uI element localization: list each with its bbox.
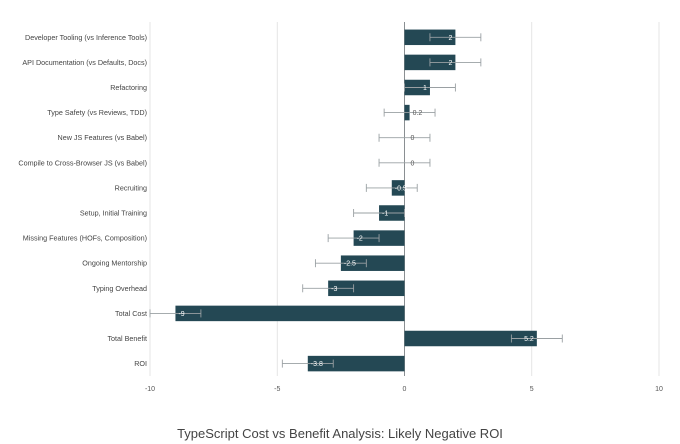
error-bar <box>383 108 436 117</box>
error-bars <box>149 33 563 368</box>
category-label: Total Cost <box>115 309 147 318</box>
category-label: API Documentation (vs Defaults, Docs) <box>22 58 147 67</box>
data-label: -2 <box>357 236 363 243</box>
data-label: 2 <box>448 60 452 67</box>
data-label: 0 <box>411 135 415 142</box>
bar <box>328 280 405 297</box>
data-label: -3 <box>331 286 337 293</box>
x-tick-label: 10 <box>655 386 663 393</box>
error-bar <box>327 234 380 243</box>
data-label: -9 <box>178 311 184 318</box>
error-bar <box>149 309 202 318</box>
category-label: Missing Features (HOFs, Composition) <box>23 234 147 243</box>
data-label: -2.5 <box>344 261 356 268</box>
error-bar <box>378 158 431 167</box>
error-bar <box>510 334 563 343</box>
error-bar <box>353 209 405 217</box>
error-bar <box>314 259 367 268</box>
error-bar <box>429 58 482 67</box>
data-label: -3.8 <box>311 361 323 368</box>
x-axis-tick-labels: -10 -5 0 5 10 <box>145 386 663 393</box>
data-labels: 2 2 1 0.2 0 0 -0.5 -1 -2 -2.5 -3 -9 5.2 -3.8 <box>178 35 533 368</box>
category-label: Developer Tooling (vs Inference Tools) <box>25 33 147 42</box>
data-label: -1 <box>382 211 388 218</box>
bar <box>404 330 537 347</box>
data-label: 2 <box>448 35 452 42</box>
category-label: Ongoing Mentorship <box>82 259 147 268</box>
category-label: Total Benefit <box>107 334 147 343</box>
data-label: 5.2 <box>524 336 534 343</box>
data-label: 1 <box>423 85 427 92</box>
error-bar <box>378 133 431 142</box>
bar <box>340 255 405 271</box>
chart-title: TypeScript Cost vs Benefit Analysis: Lik… <box>177 426 503 441</box>
error-bar <box>281 359 334 368</box>
x-tick-label: 0 <box>403 386 407 393</box>
error-bar <box>429 33 482 42</box>
category-label: Refactoring <box>110 83 147 92</box>
grid-lines <box>149 22 660 376</box>
bar <box>175 305 405 322</box>
category-label: Type Safety (vs Reviews, TDD) <box>47 108 147 117</box>
data-label: -0.5 <box>395 185 407 192</box>
category-labels: Developer Tooling (vs Inference Tools) AP… <box>18 33 147 368</box>
x-tick-label: -10 <box>145 386 155 393</box>
x-tick-label: -5 <box>274 386 280 393</box>
error-bar <box>302 284 355 293</box>
category-label: Compile to Cross-Browser JS (vs Babel) <box>18 158 147 167</box>
bars <box>175 29 537 372</box>
error-bar <box>404 83 456 92</box>
data-label: 0 <box>411 160 415 167</box>
data-label: 0.2 <box>413 110 423 117</box>
category-label: Typing Overhead <box>92 284 147 293</box>
category-label: New JS Features (vs Babel) <box>58 133 147 142</box>
error-bar <box>365 183 418 192</box>
category-label: Recruiting <box>115 183 147 192</box>
category-label: Setup, Initial Training <box>80 209 147 218</box>
x-tick-label: 5 <box>530 386 534 393</box>
category-label: ROI <box>134 359 147 368</box>
bar <box>307 355 405 372</box>
